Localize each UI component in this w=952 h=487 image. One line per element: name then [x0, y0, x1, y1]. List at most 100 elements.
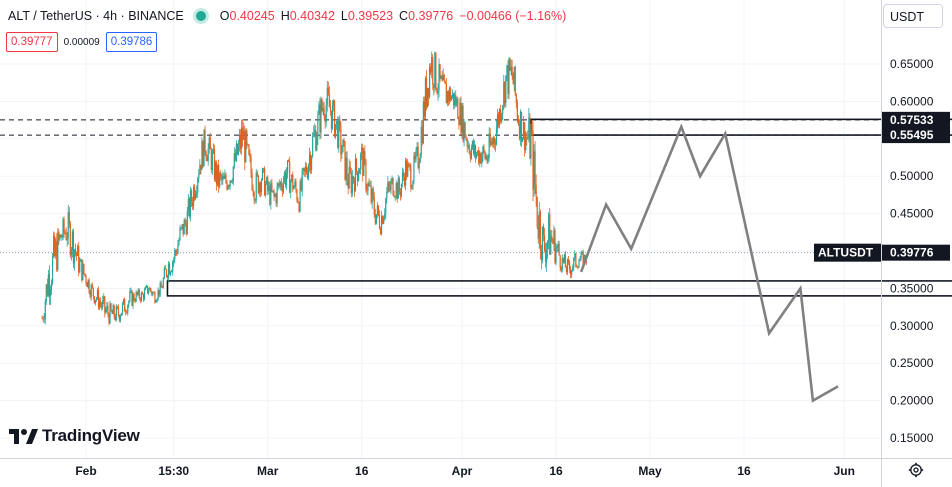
candle [73, 249, 76, 264]
candle [117, 307, 119, 316]
candle [313, 133, 315, 137]
candle [493, 137, 495, 143]
candle [324, 115, 326, 123]
candles [41, 51, 587, 326]
candle [155, 301, 157, 303]
candle [566, 259, 569, 272]
buy-button[interactable]: 0.39786 [105, 32, 158, 52]
symbol-title[interactable]: ALT / TetherUS · 4h · BINANCE [8, 9, 184, 23]
candle [373, 197, 375, 215]
candle [49, 289, 52, 296]
candle [129, 291, 131, 302]
candle [260, 180, 263, 192]
candle [254, 200, 256, 202]
candle [462, 105, 464, 141]
candle [192, 186, 195, 207]
candle [390, 181, 392, 191]
candle [508, 58, 510, 94]
candle [110, 303, 112, 312]
candle [90, 284, 92, 298]
time-tick-label: Jun [834, 464, 855, 478]
candle [229, 180, 231, 187]
candle [178, 239, 180, 245]
candle [165, 269, 168, 276]
candle [482, 146, 484, 157]
candle [568, 262, 571, 270]
candle [242, 127, 244, 140]
candle [157, 289, 159, 299]
candle [270, 183, 272, 205]
candle [190, 190, 193, 203]
candle [411, 187, 413, 189]
candle [154, 292, 156, 303]
candle [162, 278, 164, 288]
candle [524, 122, 526, 151]
candle [139, 298, 141, 301]
candle [161, 287, 163, 289]
candle [345, 157, 347, 180]
price-tick-label: 0.25000 [890, 356, 934, 370]
candle [503, 82, 505, 106]
candle [362, 147, 364, 176]
candle [221, 175, 223, 181]
candle [502, 105, 504, 114]
candle [361, 147, 363, 154]
candle [141, 292, 143, 295]
candle [106, 305, 108, 311]
candle [415, 150, 417, 160]
time-axis[interactable]: Feb 15:30 Mar 16 Apr 16 May 16 Jun [0, 458, 952, 479]
candle [130, 290, 132, 292]
candle [372, 188, 374, 198]
candle [262, 168, 265, 170]
candle [241, 127, 243, 149]
candle [217, 164, 219, 185]
candle [234, 153, 236, 161]
candle [118, 315, 121, 321]
candle [148, 290, 150, 294]
candle [377, 205, 380, 215]
candle [344, 141, 346, 180]
candle [311, 156, 313, 170]
candle [235, 143, 237, 161]
candle [309, 154, 312, 170]
candle [198, 173, 200, 179]
candle [97, 290, 100, 308]
candle [307, 164, 310, 179]
candle [471, 141, 474, 149]
candle [348, 166, 350, 189]
candle [506, 65, 508, 76]
candle [544, 250, 547, 263]
candle [96, 290, 99, 299]
candle [434, 52, 436, 88]
level-tag-bg [882, 127, 950, 144]
candle [195, 193, 197, 199]
candle [555, 247, 557, 263]
open-label: O [219, 9, 230, 23]
candle [101, 304, 103, 308]
candle [116, 306, 118, 308]
settings-gear-icon[interactable] [908, 462, 924, 478]
currency-selector[interactable]: USDT [883, 4, 943, 28]
price-axis[interactable]: 0.150000.200000.250000.300000.350000.400… [881, 0, 934, 487]
level-lines [0, 119, 881, 254]
candle [497, 114, 500, 125]
candle [72, 231, 75, 264]
candle [276, 185, 278, 204]
candle [495, 127, 498, 145]
candle [422, 101, 424, 143]
candle [208, 137, 210, 148]
candle [272, 190, 274, 192]
sell-button[interactable]: 0.39777 [6, 32, 58, 52]
trade-buttons: 0.39777 0.00009 0.39786 [6, 32, 158, 52]
candle [521, 137, 524, 142]
candle [376, 205, 378, 215]
candle [264, 168, 266, 196]
candle [47, 274, 49, 296]
candle [511, 67, 513, 76]
time-tick-label: May [638, 464, 662, 478]
candle [296, 189, 298, 201]
candle [463, 122, 465, 141]
close-value: 0.39776 [408, 9, 454, 23]
candle [389, 186, 391, 191]
